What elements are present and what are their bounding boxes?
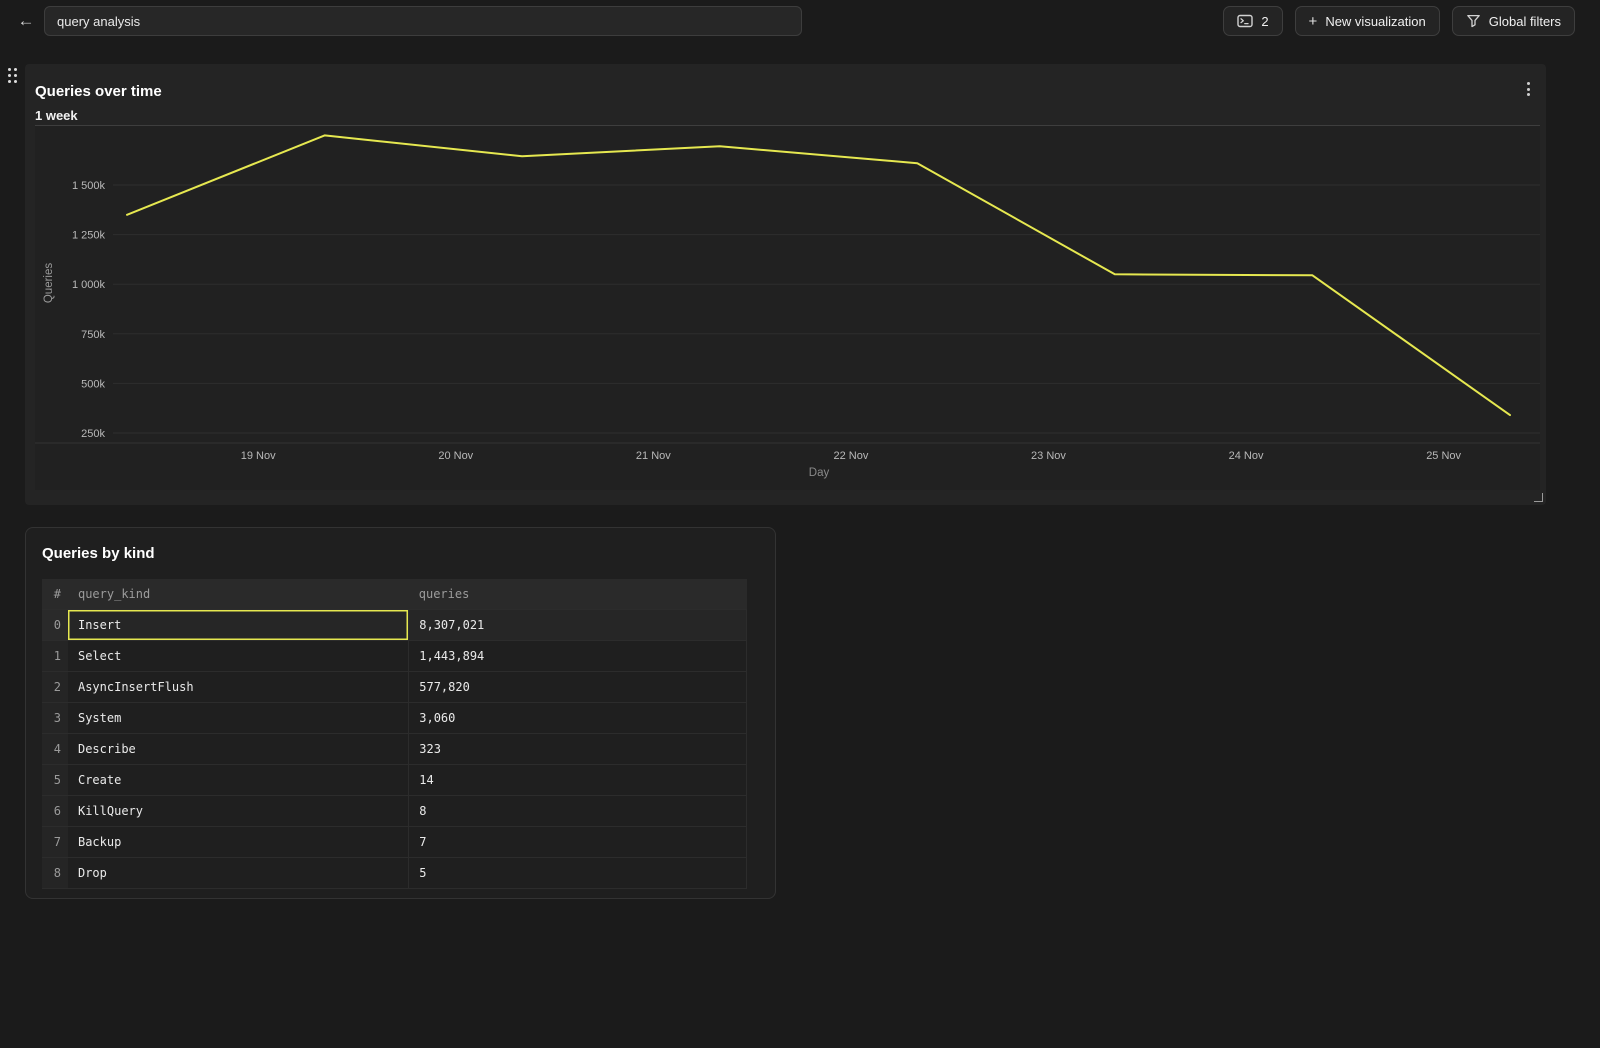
query-kind-cell[interactable]: Drop [67, 857, 410, 889]
x-tick-label: 25 Nov [1426, 450, 1461, 462]
y-tick-label: 1 500k [72, 180, 106, 192]
queries-value-cell[interactable]: 14 [408, 764, 747, 796]
row-index-cell: 7 [42, 826, 68, 858]
header-queries: queries [408, 579, 747, 610]
queries-value-cell[interactable]: 1,443,894 [408, 640, 747, 672]
kebab-icon [1527, 82, 1530, 85]
query-kind-cell[interactable]: Backup [67, 826, 410, 858]
panel-menu-button[interactable] [1524, 79, 1533, 99]
y-tick-label: 1 250k [72, 230, 106, 242]
query-kind-cell[interactable]: Insert [67, 609, 410, 641]
row-index-cell: 6 [42, 795, 68, 827]
new-visualization-label: New visualization [1325, 13, 1426, 29]
queries-value-cell[interactable]: 577,820 [408, 671, 747, 703]
queries-chart-svg: 1 500k 1 250k 1 000k 750k 500k 250k 19 Nov 20 N… [35, 125, 1540, 479]
table-row[interactable]: 6 KillQuery 8 [42, 795, 747, 827]
row-index-cell: 1 [42, 640, 68, 672]
y-tick-label: 1 000k [72, 279, 106, 291]
row-index-cell: 2 [42, 671, 68, 703]
table-row[interactable]: 0 Insert 8,307,021 [42, 609, 747, 641]
x-tick-label: 24 Nov [1229, 450, 1264, 462]
table-row[interactable]: 1 Select 1,443,894 [42, 640, 747, 672]
table-row[interactable]: 4 Describe 323 [42, 733, 747, 765]
console-count-button[interactable]: 2 [1223, 6, 1283, 36]
x-axis-title: Day [809, 467, 830, 479]
panel-drag-handle-icon[interactable] [8, 68, 17, 83]
query-kind-cell[interactable]: Select [67, 640, 410, 672]
back-button[interactable]: ← [14, 9, 38, 33]
query-table-body: 0 Insert 8,307,021 1 Select 1,443,894 2 … [42, 609, 747, 889]
table-row[interactable]: 3 System 3,060 [42, 702, 747, 734]
row-index-cell: 5 [42, 764, 68, 796]
queries-value-cell[interactable]: 8 [408, 795, 747, 827]
back-arrow-icon: ← [17, 11, 35, 30]
queries-line-series [126, 134, 1511, 417]
queries-value-cell[interactable]: 7 [408, 826, 747, 858]
chart-subtitle: 1 week [35, 108, 78, 123]
x-tick-label: 21 Nov [636, 450, 671, 462]
global-filters-label: Global filters [1488, 13, 1561, 29]
query-kind-cell[interactable]: Create [67, 764, 410, 796]
query-kind-cell[interactable]: System [67, 702, 410, 734]
global-filters-button[interactable]: Global filters [1451, 6, 1575, 36]
query-kind-cell[interactable]: KillQuery [67, 795, 410, 827]
topbar-actions: 2 + New visualization Global filters [1223, 6, 1575, 36]
table-row[interactable]: 2 AsyncInsertFlush 577,820 [42, 671, 747, 703]
header-index: # [42, 579, 68, 610]
table-title: Queries by kind [42, 545, 155, 562]
queries-value-cell[interactable]: 3,060 [408, 702, 747, 734]
y-tick-label: 750k [81, 329, 105, 341]
filter-funnel-icon [1466, 14, 1481, 28]
chart-plot-area: 1 500k 1 250k 1 000k 750k 500k 250k 19 Nov 20 N… [35, 125, 1540, 490]
table-row[interactable]: 5 Create 14 [42, 764, 747, 796]
table-header-row: # query_kind queries [42, 579, 747, 610]
x-tick-label: 23 Nov [1031, 450, 1066, 462]
table-row[interactable]: 8 Drop 5 [42, 857, 747, 889]
chart-title: Queries over time [35, 83, 162, 100]
row-index-cell: 3 [42, 702, 68, 734]
queries-by-kind-table: # query_kind queries 0 Insert 8,307,021 … [42, 579, 747, 889]
row-index-cell: 0 [42, 609, 68, 641]
y-tick-label: 500k [81, 378, 105, 390]
x-tick-label: 20 Nov [438, 450, 473, 462]
queries-value-cell[interactable]: 8,307,021 [408, 609, 747, 641]
queries-value-cell[interactable]: 5 [408, 857, 747, 889]
row-index-cell: 4 [42, 733, 68, 765]
query-kind-cell[interactable]: AsyncInsertFlush [67, 671, 410, 703]
console-icon [1237, 14, 1254, 28]
header-query-kind: query_kind [67, 579, 409, 610]
queries-by-kind-panel: Queries by kind # query_kind queries 0 I… [25, 527, 776, 899]
x-tick-label: 22 Nov [833, 450, 868, 462]
queries-value-cell[interactable]: 323 [408, 733, 747, 765]
plus-icon: + [1308, 12, 1318, 30]
y-tick-label: 250k [81, 428, 105, 440]
queries-over-time-panel: Queries over time 1 week 1 500k 1 250k 1 0… [25, 64, 1546, 505]
console-count-label: 2 [1261, 13, 1269, 29]
panel-resize-handle[interactable] [1534, 493, 1543, 502]
new-visualization-button[interactable]: + New visualization [1294, 6, 1440, 36]
y-axis-title: Queries [43, 263, 55, 304]
dashboard-title-input[interactable] [44, 6, 802, 36]
row-index-cell: 8 [42, 857, 68, 889]
x-tick-label: 19 Nov [241, 450, 276, 462]
table-row[interactable]: 7 Backup 7 [42, 826, 747, 858]
topbar: ← 2 + New visualization Global fil [0, 0, 1600, 42]
query-kind-cell[interactable]: Describe [67, 733, 410, 765]
